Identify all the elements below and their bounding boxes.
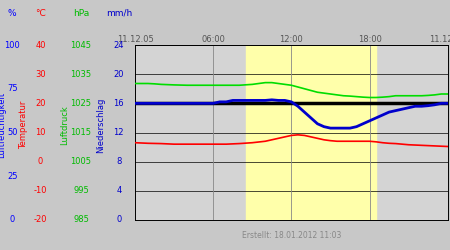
Text: 100: 100 — [4, 40, 20, 50]
Text: 40: 40 — [35, 40, 46, 50]
Text: 50: 50 — [7, 128, 18, 137]
Text: 30: 30 — [35, 70, 46, 79]
Text: -10: -10 — [34, 186, 47, 195]
Text: 1035: 1035 — [71, 70, 91, 79]
Text: Temperatur: Temperatur — [19, 101, 28, 149]
Text: 16: 16 — [113, 99, 124, 108]
Text: Erstellt: 18.01.2012 11:03: Erstellt: 18.01.2012 11:03 — [242, 231, 341, 240]
Text: 20: 20 — [113, 70, 124, 79]
Text: 1015: 1015 — [71, 128, 91, 137]
Text: Niederschlag: Niederschlag — [96, 97, 105, 153]
Text: 4: 4 — [116, 186, 122, 195]
Text: 1005: 1005 — [71, 157, 91, 166]
Text: °C: °C — [35, 9, 46, 18]
Text: 24: 24 — [113, 40, 124, 50]
Text: Luftfeuchtigkeit: Luftfeuchtigkeit — [0, 92, 7, 158]
Text: 20: 20 — [35, 99, 46, 108]
Text: 10: 10 — [35, 128, 46, 137]
Text: 1045: 1045 — [71, 40, 91, 50]
Text: 75: 75 — [7, 84, 18, 93]
Text: 12: 12 — [113, 128, 124, 137]
Text: mm/h: mm/h — [106, 9, 132, 18]
Text: 985: 985 — [73, 216, 89, 224]
Text: 0: 0 — [38, 157, 43, 166]
Text: 25: 25 — [7, 172, 18, 181]
Bar — [246, 45, 376, 220]
Text: -20: -20 — [34, 216, 47, 224]
Text: 1025: 1025 — [71, 99, 91, 108]
Text: 995: 995 — [73, 186, 89, 195]
Text: 0: 0 — [9, 216, 15, 224]
Text: 8: 8 — [116, 157, 122, 166]
Text: 0: 0 — [116, 216, 122, 224]
Text: %: % — [8, 9, 17, 18]
Text: hPa: hPa — [73, 9, 89, 18]
Text: Luftdruck: Luftdruck — [59, 105, 68, 145]
